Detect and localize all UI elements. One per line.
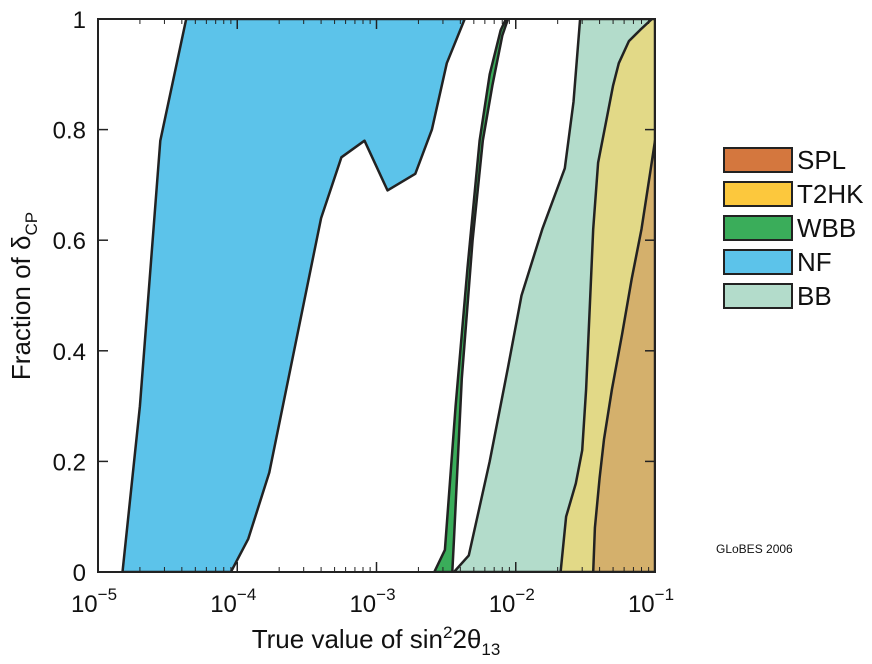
legend-swatch-bb	[723, 283, 793, 309]
legend-label-nf: NF	[797, 247, 832, 277]
plot-areas	[121, 19, 655, 572]
legend-label-spl: SPL	[797, 145, 846, 175]
x-axis: 10−5 10−4 10−3 10−2 10−1	[71, 19, 674, 618]
legend: SPL T2HK WBB NF BB	[723, 145, 864, 311]
legend-label-bb: BB	[797, 281, 832, 311]
area-spl	[591, 139, 655, 572]
x-tick-label: 10−2	[489, 585, 535, 618]
y-tick-label: 0	[73, 560, 86, 587]
y-axis: 0 0.2 0.4 0.6 0.8 1	[53, 7, 655, 587]
y-tick-label: 0.4	[53, 339, 86, 366]
y-tick-label: 0.2	[53, 449, 86, 476]
x-tick-label: 10−3	[349, 585, 395, 618]
x-tick-label: 10−4	[210, 585, 256, 618]
legend-swatch-spl	[723, 147, 793, 173]
y-tick-label: 0.8	[53, 118, 86, 145]
x-tick-label: 10−5	[71, 585, 117, 618]
x-axis-title: True value of sin22θ13	[252, 623, 501, 659]
legend-swatch-nf	[723, 249, 793, 275]
y-tick-label: 0.6	[53, 228, 86, 255]
legend-swatch-wbb	[723, 215, 793, 241]
area-wbb	[433, 19, 510, 572]
y-tick-label: 1	[73, 7, 86, 34]
legend-label-t2hk: T2HK	[797, 179, 864, 209]
x-tick-label: 10−1	[628, 585, 674, 618]
credit-annotation: GLoBES 2006	[716, 542, 793, 556]
y-axis-title: Fraction of δCP	[6, 212, 41, 380]
legend-swatch-t2hk	[723, 181, 793, 207]
legend-label-wbb: WBB	[797, 213, 856, 243]
area-nf	[121, 19, 466, 572]
